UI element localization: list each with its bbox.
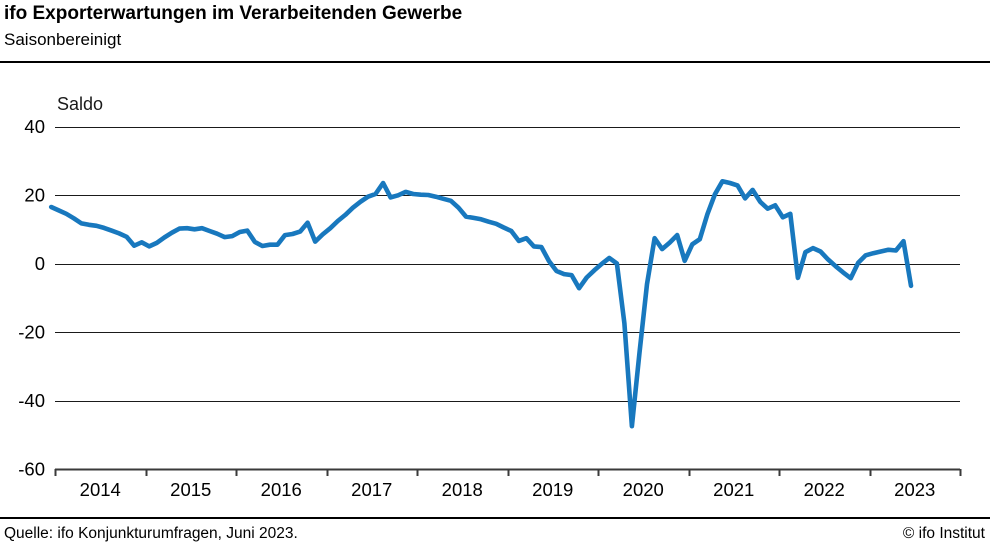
x-tick-label: 2021 — [713, 479, 754, 500]
x-tick-label: 2016 — [261, 479, 302, 500]
x-tick-label: 2023 — [894, 479, 935, 500]
y-tick-label: 20 — [24, 185, 45, 206]
chart-subtitle: Saisonbereinigt — [4, 30, 122, 49]
y-tick-label: 40 — [24, 116, 45, 137]
header-divider — [0, 61, 990, 63]
chart-title: ifo Exporterwartungen im Verarbeitenden … — [4, 3, 463, 24]
x-tick-label: 2022 — [804, 479, 845, 500]
y-tick-label: -20 — [18, 322, 45, 343]
x-tick-label: 2020 — [623, 479, 664, 500]
y-tick-label: 0 — [35, 253, 45, 274]
copyright-note: © ifo Institut — [902, 525, 985, 542]
x-tick-label: 2018 — [442, 479, 483, 500]
y-axis-unit-label: Saldo — [57, 94, 104, 114]
x-tick-label: 2014 — [80, 479, 121, 500]
y-tick-label: -40 — [18, 390, 45, 411]
y-tick-label: -60 — [18, 459, 45, 480]
x-tick-label: 2015 — [170, 479, 211, 500]
x-tick-label: 2019 — [532, 479, 573, 500]
source-note: Quelle: ifo Konjunkturumfragen, Juni 202… — [4, 525, 298, 542]
data-line-exporterwartungen — [48, 179, 914, 429]
footer-divider — [0, 517, 990, 519]
x-tick-label: 2017 — [351, 479, 392, 500]
